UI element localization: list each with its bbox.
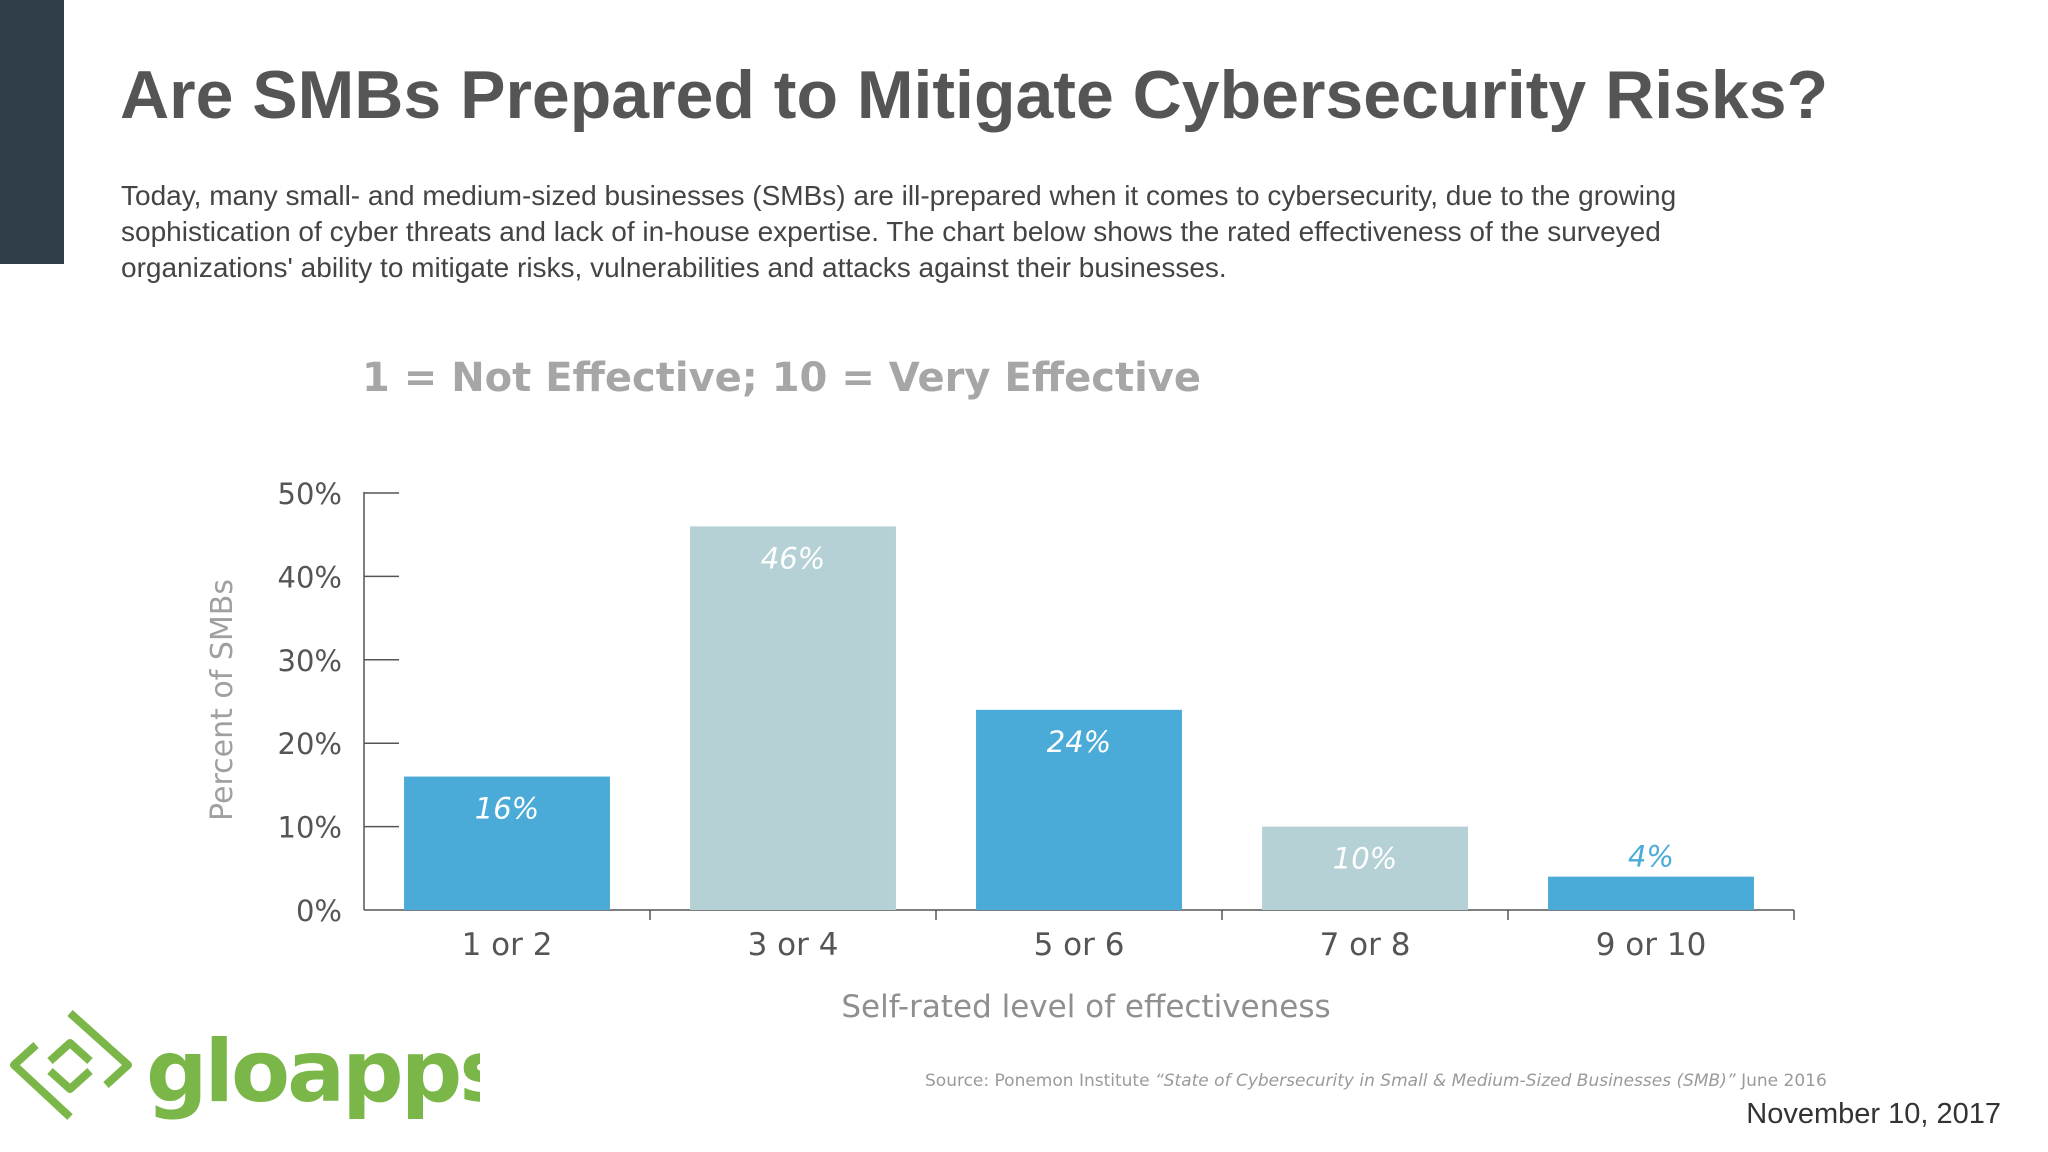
- source-prefix: Source: Ponemon Institute: [925, 1071, 1150, 1091]
- data-label: 10%: [1333, 842, 1397, 876]
- y-tick-label: 30%: [278, 644, 342, 678]
- y-axis-label: Percent of SMBs: [205, 579, 240, 821]
- y-tick-label: 10%: [278, 811, 342, 845]
- bar: [976, 709, 1182, 910]
- logo-text: gloapps: [146, 1022, 480, 1122]
- x-axis-label: Self-rated level of effectiveness: [841, 989, 1330, 1025]
- source-title: “State of Cybersecurity in Small & Mediu…: [1155, 1071, 1736, 1091]
- gloapps-diamond-logo-icon: [10, 1010, 132, 1120]
- x-tick-label: 5 or 6: [1034, 927, 1125, 963]
- gloapps-logo: gloapps: [10, 1010, 480, 1122]
- intro-paragraph: Today, many small- and medium-sized busi…: [121, 180, 1677, 283]
- chart-subtitle: 1 = Not Effective; 10 = Very Effective: [362, 355, 1201, 401]
- accent-bar: [0, 0, 64, 264]
- data-label: 46%: [761, 541, 825, 575]
- x-tick-label: 3 or 4: [748, 927, 839, 963]
- data-label: 4%: [1628, 840, 1674, 874]
- bar: [404, 776, 610, 910]
- y-tick-label: 0%: [296, 894, 342, 928]
- x-tick-label: 9 or 10: [1596, 927, 1707, 963]
- bar: [690, 526, 896, 910]
- source-date: June 2016: [1740, 1071, 1827, 1091]
- x-tick-label: 7 or 8: [1320, 927, 1411, 963]
- slide-date: November 10, 2017: [1746, 1098, 2001, 1130]
- y-tick-label: 40%: [278, 560, 342, 594]
- x-ticks: 1 or 2 3 or 4 5 or 6 7 or 8 9 or 10: [462, 910, 1795, 963]
- x-tick-label: 1 or 2: [462, 927, 553, 963]
- y-ticks: 0% 10% 20% 30% 40% 50%: [278, 477, 399, 928]
- y-tick-label: 20%: [278, 727, 342, 761]
- slide-title: Are SMBs Prepared to Mitigate Cybersecur…: [120, 57, 1829, 133]
- bar: [1262, 826, 1468, 910]
- data-label: 24%: [1047, 725, 1111, 759]
- y-tick-label: 50%: [278, 477, 342, 511]
- bar: [1548, 876, 1754, 910]
- bars: 16% 46% 24% 10% 4%: [404, 526, 1754, 910]
- data-label: 16%: [475, 792, 539, 826]
- chart-source: Source: Ponemon Institute “State of Cybe…: [925, 1071, 1827, 1091]
